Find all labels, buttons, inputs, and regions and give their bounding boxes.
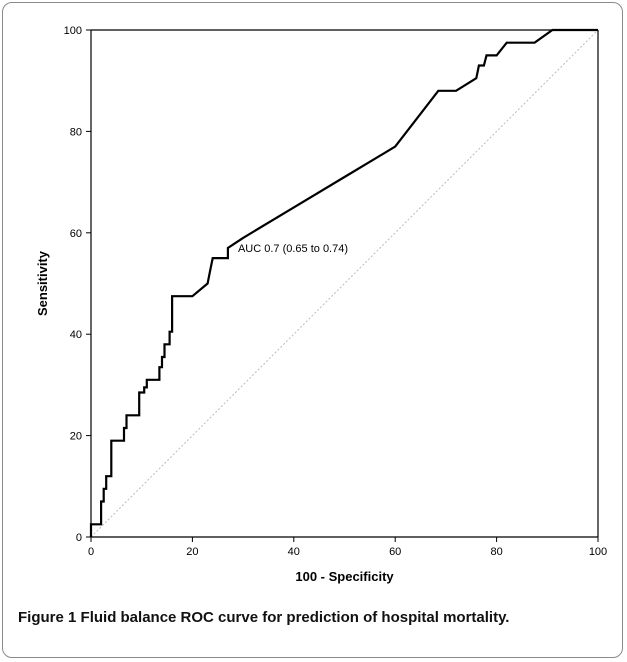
y-tick-label: 100: [64, 25, 82, 37]
roc-curve-line: [89, 28, 598, 537]
x-tick-label: 60: [389, 546, 401, 558]
y-ticks: 0 20 40 60 80 100: [64, 25, 91, 544]
x-tick-label: 20: [186, 546, 198, 558]
y-tick-label: 80: [70, 126, 82, 138]
x-axis-title: 100 - Specificity: [295, 569, 394, 584]
figure-label: Figure 1: [18, 609, 77, 626]
roc-chart: 0 20 40 60 80 100 0 20 40 60 80 100 AUC 0.7 (0.65 …: [35, 25, 608, 584]
y-tick-label: 40: [70, 329, 82, 341]
figure-caption-text: Fluid balance ROC curve for prediction o…: [80, 609, 510, 626]
x-tick-label: 100: [589, 546, 607, 558]
y-tick-label: 60: [70, 228, 82, 240]
auc-annotation: AUC 0.7 (0.65 to 0.74): [238, 243, 348, 255]
x-ticks: 0 20 40 60 80 100: [88, 537, 607, 558]
y-tick-label: 20: [70, 431, 82, 443]
x-tick-label: 0: [88, 546, 94, 558]
x-tick-label: 80: [490, 546, 502, 558]
y-axis-title: Sensitivity: [35, 250, 50, 316]
figure-caption: Figure 1 Fluid balance ROC curve for pre…: [18, 606, 578, 629]
plot-area: 0 20 40 60 80 100 0 20 40 60 80 100: [64, 25, 608, 558]
y-tick-label: 0: [76, 532, 82, 544]
x-tick-label: 40: [288, 546, 300, 558]
reference-diagonal-line: [90, 29, 599, 538]
